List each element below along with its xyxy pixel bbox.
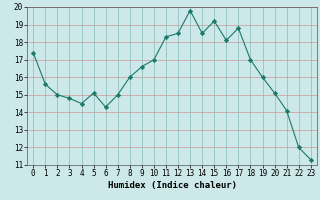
X-axis label: Humidex (Indice chaleur): Humidex (Indice chaleur) [108,181,236,190]
